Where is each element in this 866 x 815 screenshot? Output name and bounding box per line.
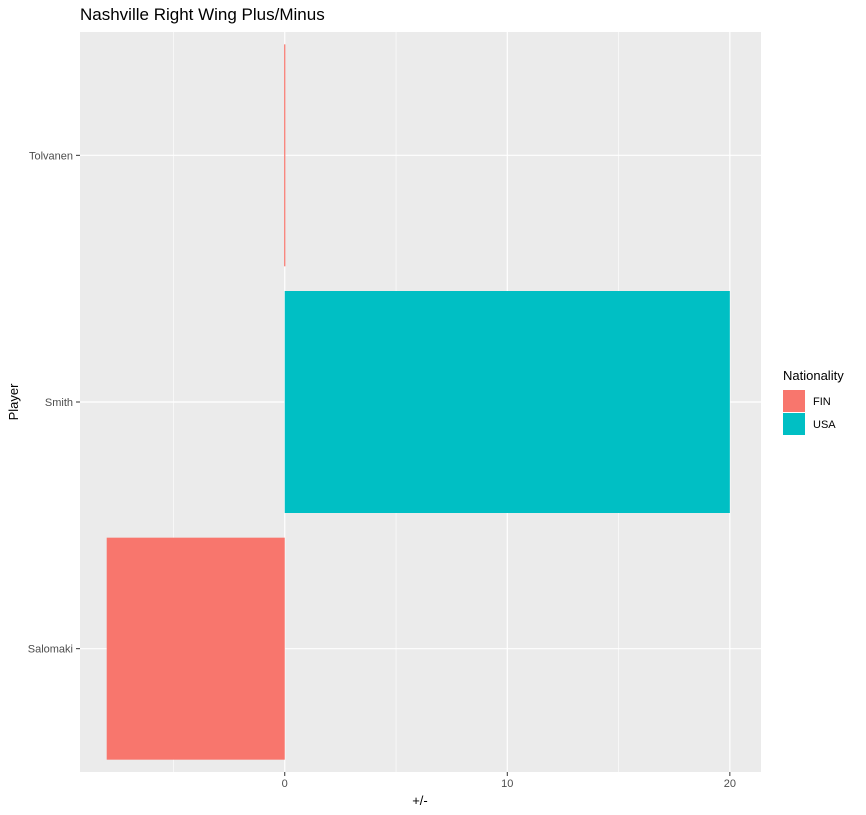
y-axis: Salomaki Smith Tolvanen [28, 150, 80, 656]
x-tick-label: 10 [501, 778, 513, 790]
legend-key-usa [783, 413, 805, 435]
bar-tolvanen [284, 44, 286, 267]
legend-key-fin [783, 390, 805, 412]
legend-title: Nationality [783, 368, 844, 383]
bars [106, 44, 730, 760]
legend: Nationality FIN USA [783, 368, 844, 435]
y-tick-label: Salomaki [28, 644, 73, 656]
bar-smith [284, 291, 730, 513]
bar-salomaki [106, 537, 285, 760]
x-tick-label: 20 [724, 778, 736, 790]
x-axis-title: +/- [412, 793, 428, 808]
y-axis-title: Player [6, 383, 21, 421]
legend-label-usa: USA [813, 419, 836, 431]
x-axis: 0 10 20 [282, 772, 736, 790]
chart-title: Nashville Right Wing Plus/Minus [80, 5, 325, 24]
legend-label-fin: FIN [813, 396, 831, 408]
x-tick-label: 0 [282, 778, 288, 790]
y-tick-label: Smith [45, 397, 73, 409]
y-tick-label: Tolvanen [29, 150, 73, 162]
